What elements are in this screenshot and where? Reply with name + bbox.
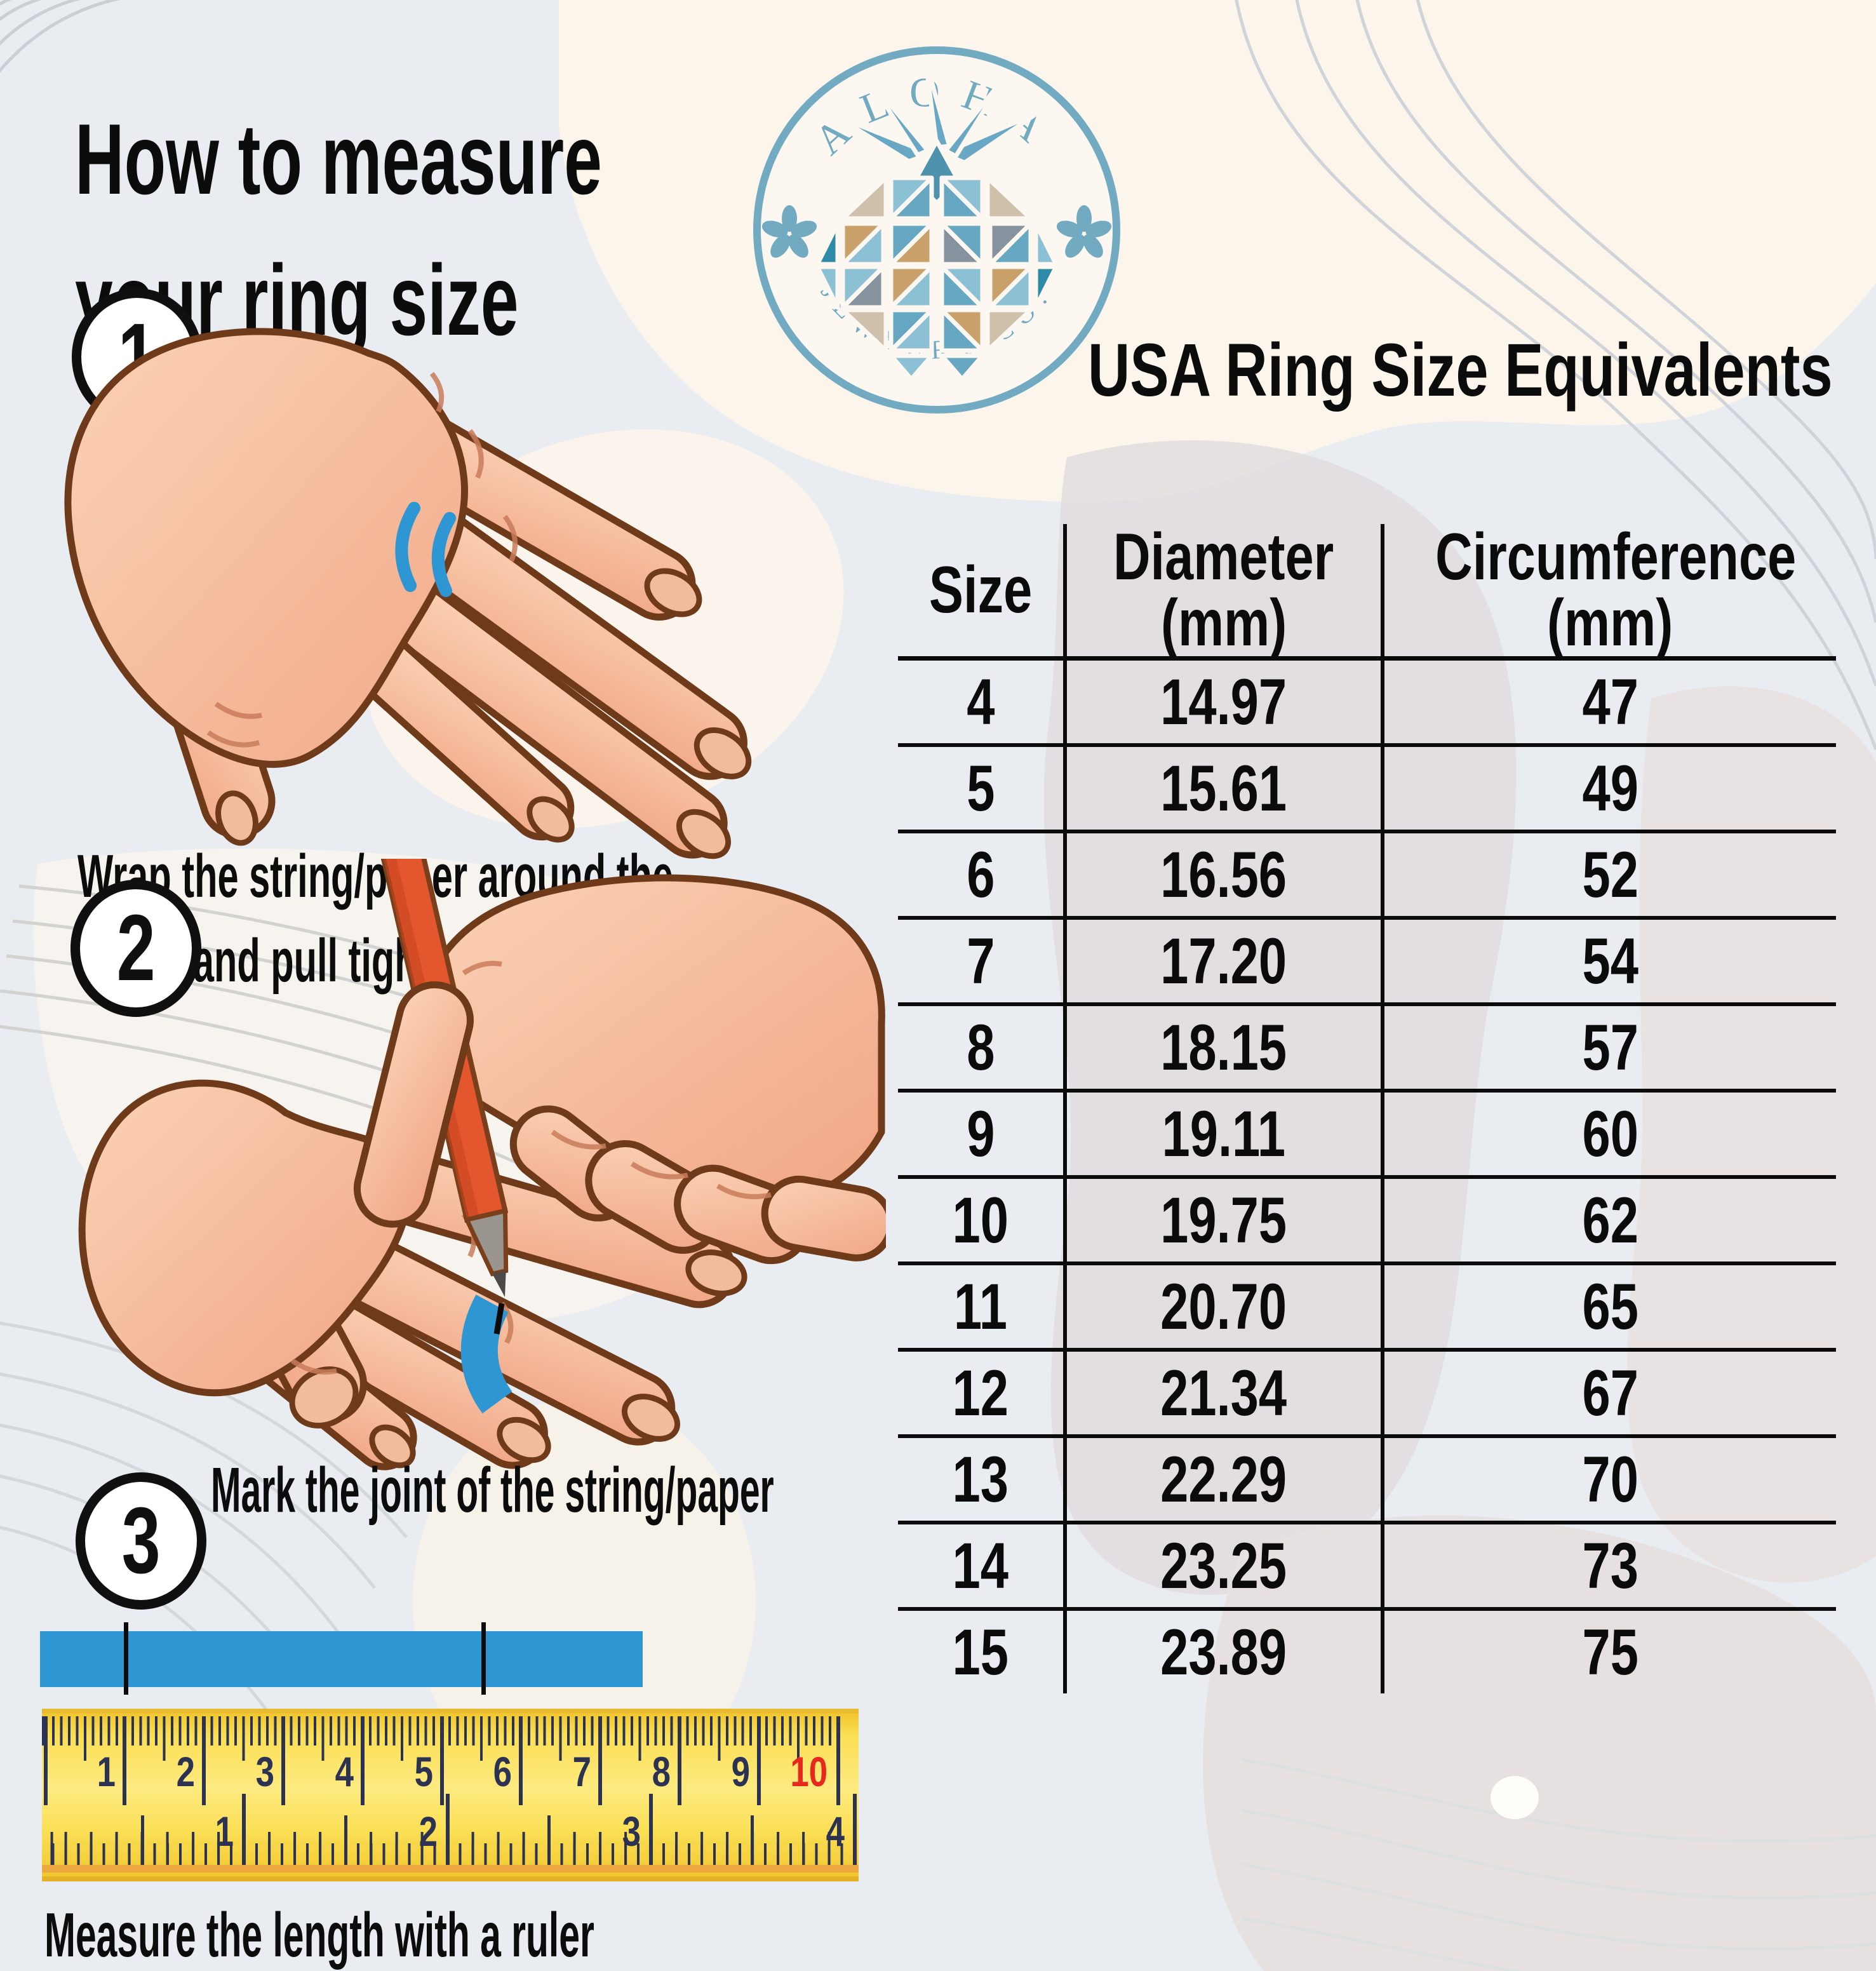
- plumeria-flower-icon-left: [761, 205, 817, 258]
- column-header-diameter: Diameter (mm): [1063, 524, 1383, 661]
- string-mark-right: [481, 1622, 486, 1695]
- inch-label: 1: [215, 1808, 234, 1855]
- cm-label: 7: [572, 1748, 592, 1795]
- table-row: 15 23.89 75: [898, 1609, 1836, 1693]
- knuckle-creases: [206, 372, 518, 748]
- hand-illustration-step1: [64, 328, 752, 859]
- step-3-number: 3: [121, 1488, 161, 1593]
- inch-label: 2: [419, 1808, 438, 1855]
- cm-label: 3: [255, 1748, 275, 1795]
- cm-label: 9: [731, 1748, 751, 1795]
- table-row: 9 19.11 60: [898, 1091, 1836, 1179]
- cm-label-10: 10: [789, 1748, 827, 1795]
- inch-scale-eighth-ticks: [42, 1832, 845, 1867]
- pineapple-mosaic-icon: [815, 56, 1059, 382]
- brand-logo: ALOHA JEWELRY CO.: [753, 46, 1120, 414]
- corner-arcs-top-left: [0, 0, 121, 73]
- plumeria-flower-icon-right: [1056, 205, 1112, 258]
- column-header-circumference: Circumference (mm): [1381, 524, 1836, 661]
- step-3-caption: Measure the length with a ruler: [44, 1900, 594, 1970]
- fist-knuckle: [761, 1175, 886, 1261]
- string-mark-left: [124, 1622, 128, 1695]
- table-row: 11 20.70 65: [898, 1263, 1836, 1352]
- cm-label: 8: [652, 1748, 671, 1795]
- size-chart-heading-text: USA Ring Size Equivalents: [1088, 328, 1833, 412]
- cm-label: 5: [414, 1748, 434, 1795]
- inch-label: 4: [826, 1808, 845, 1855]
- table-row: 7 17.20 54: [898, 918, 1836, 1006]
- table-row: 12 21.34 67: [898, 1350, 1836, 1438]
- hand-illustration-step2: [78, 859, 886, 1470]
- step-2-number: 2: [116, 896, 156, 1000]
- blue-string-strip: [40, 1622, 643, 1695]
- table-row: 13 22.29 70: [898, 1436, 1836, 1524]
- table-header-row: Size Diameter (mm) Circumference (mm): [898, 524, 1836, 661]
- string-band-icon: [460, 1295, 513, 1414]
- step-3-badge: 3: [76, 1472, 206, 1610]
- string-mark: [493, 1303, 505, 1335]
- cm-label: 1: [97, 1748, 116, 1795]
- table-row: 8 18.15 57: [898, 1004, 1836, 1093]
- white-dot: [1491, 1776, 1539, 1819]
- size-chart-heading: USA Ring Size Equivalents: [878, 329, 1833, 412]
- waves-bottom-right: [1241, 1758, 1876, 1971]
- cm-label: 2: [176, 1748, 196, 1795]
- table-row: 14 23.25 73: [898, 1523, 1836, 1611]
- fingernails: [289, 1249, 747, 1469]
- cm-label: 6: [493, 1748, 513, 1795]
- palm: [64, 328, 469, 768]
- inch-label: 3: [622, 1808, 641, 1855]
- table-row: 6 16.56 52: [898, 831, 1836, 920]
- ruler-illustration: 1 2 3 4 5 6 7 8 9 10 1 2 3 4: [42, 1709, 859, 1881]
- table-row: 10 19.75 62: [898, 1177, 1836, 1265]
- logo-ring: [753, 46, 1120, 414]
- column-header-size: Size: [898, 524, 1065, 661]
- table-row: 4 14.97 47: [898, 658, 1836, 747]
- fingernails: [215, 568, 752, 859]
- cream-ellipse-paper: [413, 1397, 756, 1804]
- string-icon: [395, 502, 456, 597]
- fist-thumb: [353, 981, 474, 1228]
- cm-label: 4: [335, 1748, 354, 1795]
- ruler-bottom-strip: [42, 1865, 859, 1873]
- fist-creases: [462, 960, 772, 1199]
- step-2-caption: Mark the joint of the string/paper: [211, 1455, 774, 1526]
- table-row: 5 15.61 49: [898, 745, 1836, 833]
